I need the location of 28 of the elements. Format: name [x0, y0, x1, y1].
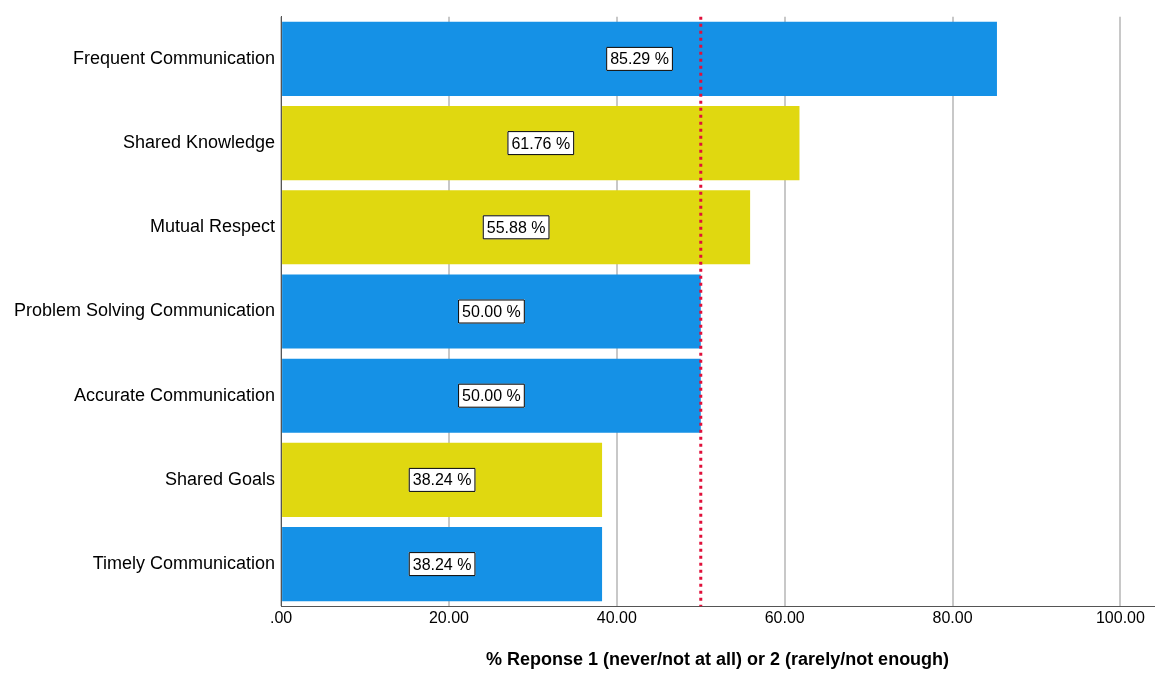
bar	[282, 106, 800, 181]
data-label: 38.24 %	[412, 555, 472, 573]
x-tick-label: 100.00	[1095, 609, 1145, 627]
data-label: 38.24 %	[412, 471, 472, 489]
bar	[282, 358, 701, 433]
data-label: 61.76 %	[511, 134, 571, 152]
y-tick-label: Problem Solving Communication	[13, 300, 276, 321]
bar	[282, 21, 997, 96]
x-tick-label: 80.00	[932, 609, 973, 627]
y-tick-label: Accurate Communication	[74, 384, 276, 405]
bar	[282, 274, 701, 349]
y-tick-label: Shared Knowledge	[122, 132, 276, 153]
data-label: 85.29 %	[610, 50, 669, 68]
bar	[282, 527, 603, 602]
data-label: 50.00 %	[462, 387, 521, 405]
y-tick-label: Shared Goals	[165, 468, 276, 489]
bar	[282, 190, 751, 265]
data-label: 50.00 %	[462, 302, 521, 320]
x-tick-label: 20.00	[428, 609, 470, 627]
data-label: 55.88 %	[486, 218, 546, 236]
y-tick-label: Frequent Communication	[73, 47, 276, 68]
bar	[282, 442, 603, 517]
x-axis-title: % Reponse 1 (never/not at all) or 2 (rarely/not enough)	[486, 649, 950, 670]
y-tick-label: Timely Communication	[92, 553, 276, 574]
x-tick-label: .00	[269, 609, 293, 627]
x-tick-label: 60.00	[764, 609, 805, 627]
x-tick-label: 40.00	[596, 609, 637, 627]
y-tick-label: Mutual Respect	[150, 216, 276, 237]
